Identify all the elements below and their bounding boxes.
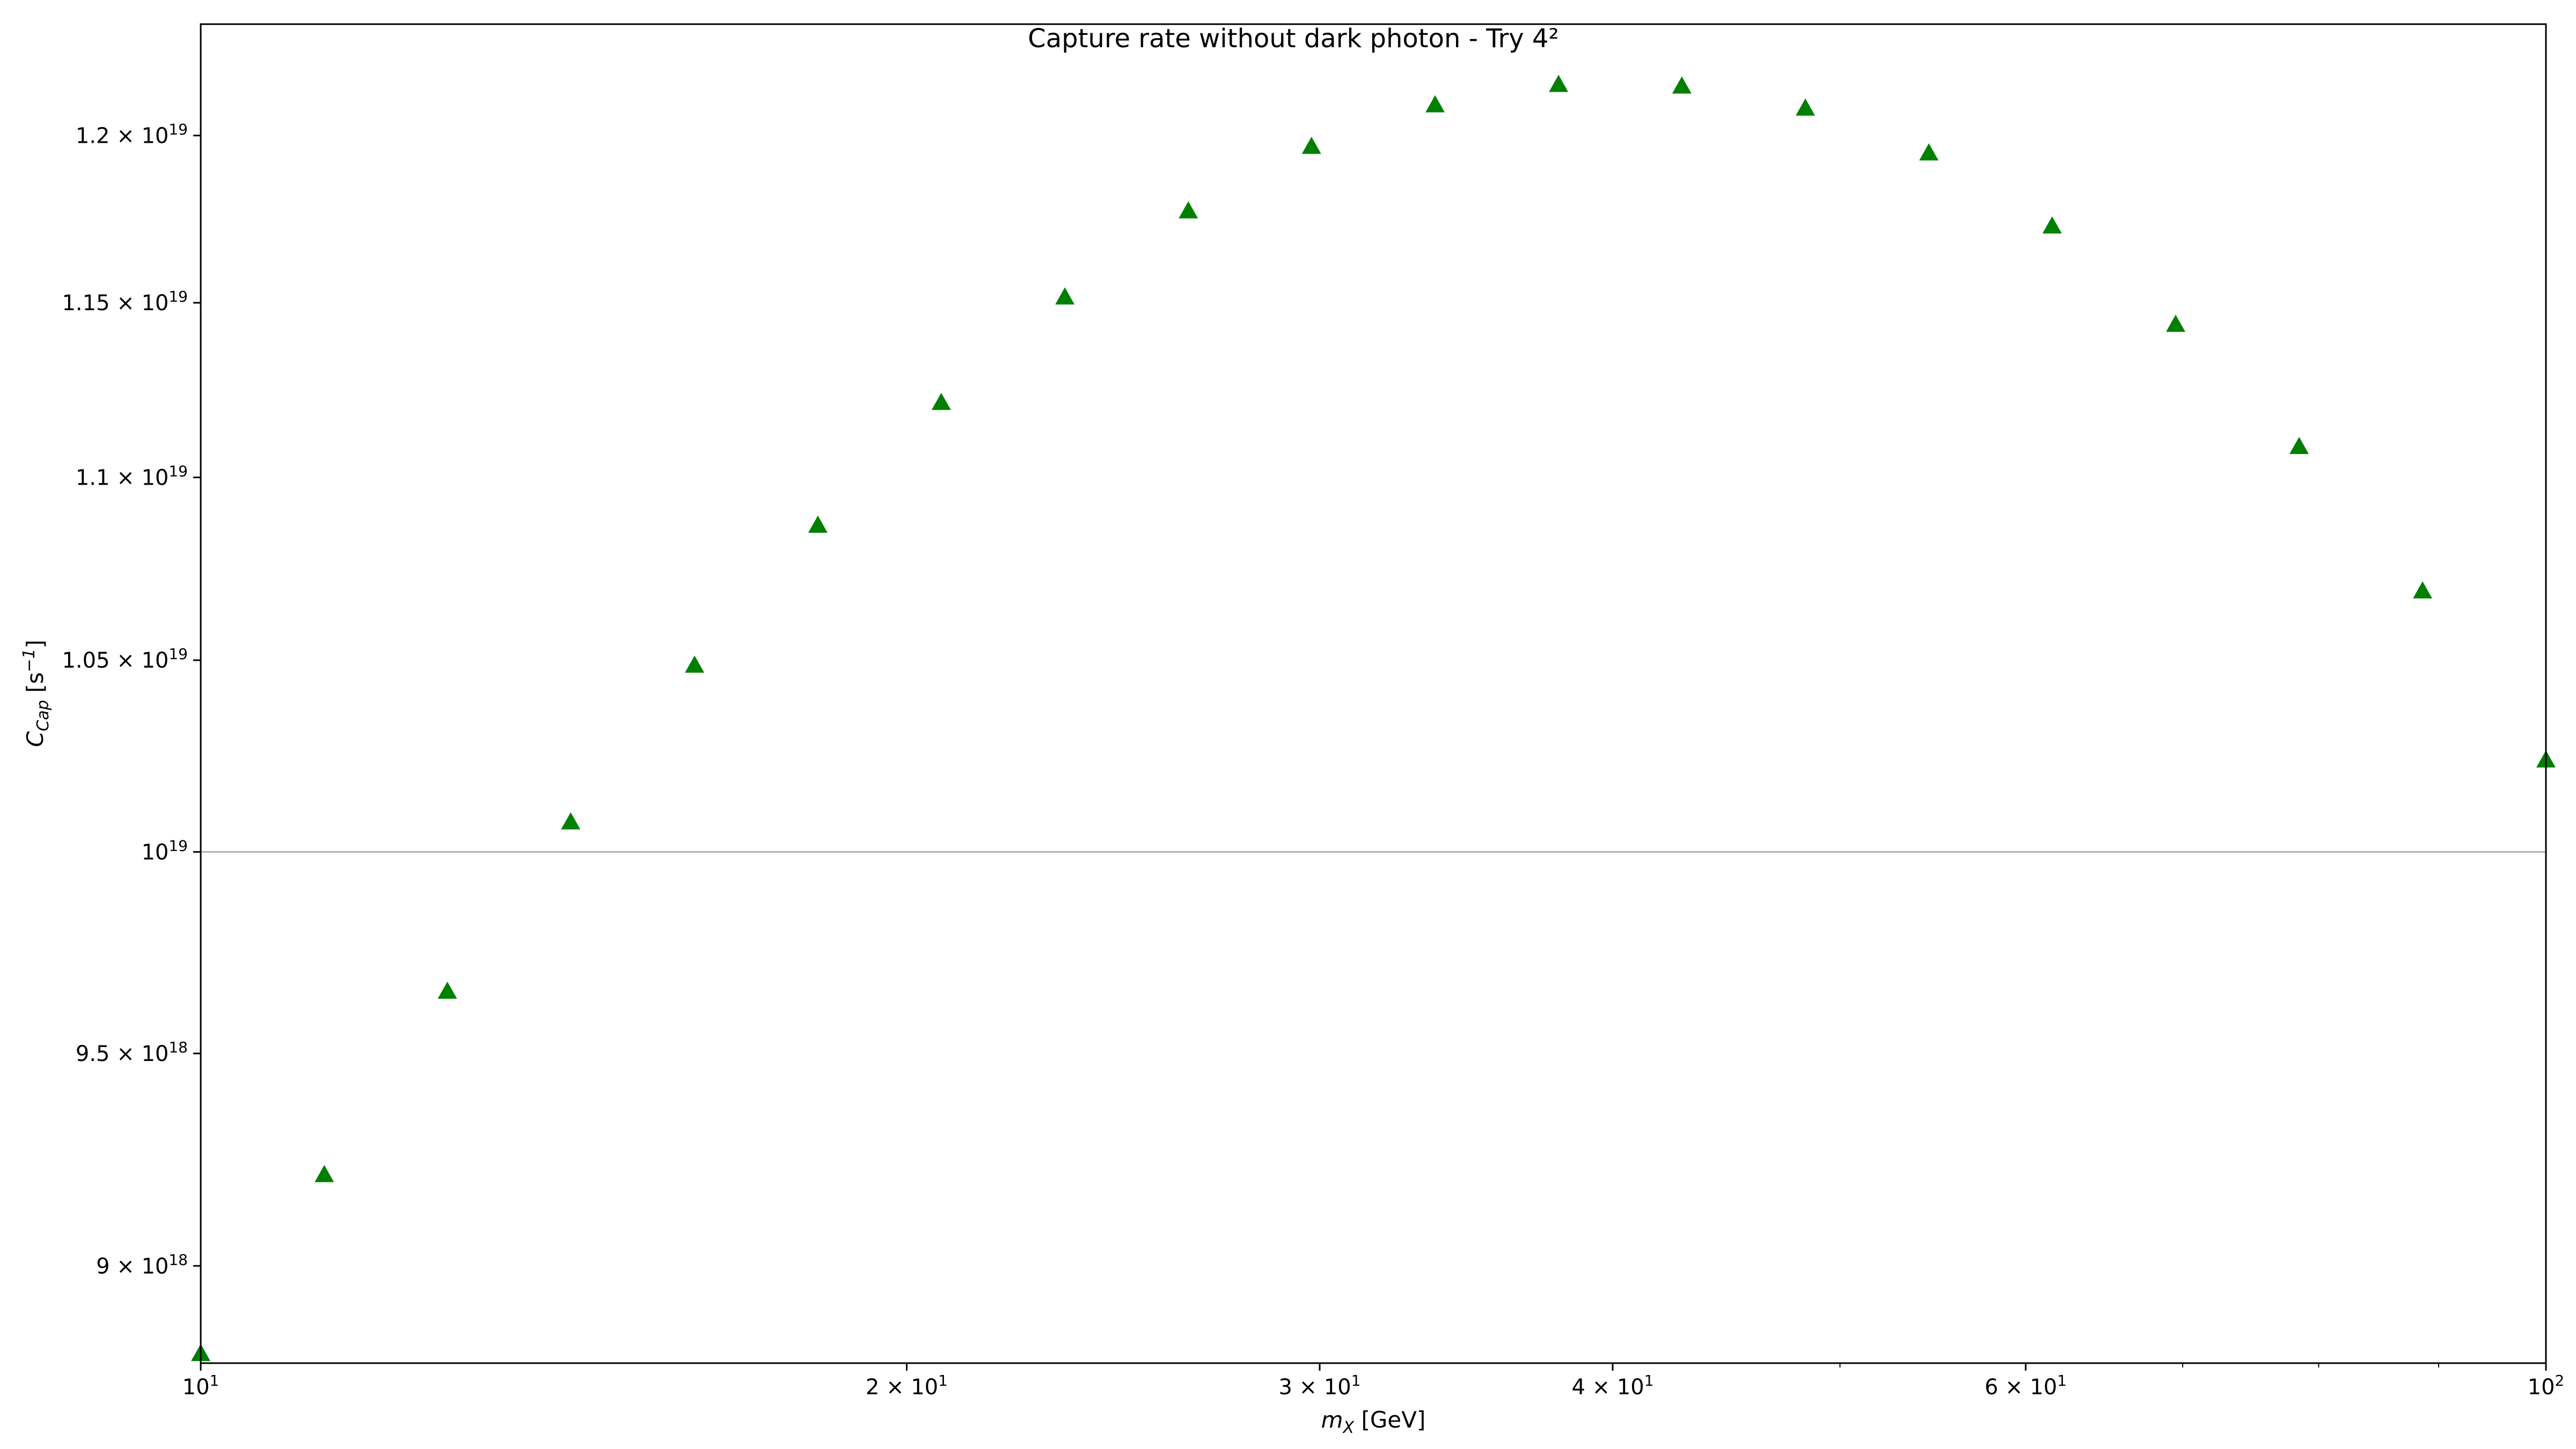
data-point-marker [931, 392, 951, 410]
data-point-marker [314, 1165, 334, 1182]
y-tick-label: 1.15 × 1019 [62, 288, 188, 316]
data-point-marker [2413, 581, 2433, 599]
data-point-marker [1919, 143, 1939, 160]
data-point-marker [2289, 437, 2309, 455]
data-point-marker [561, 812, 581, 830]
data-point-marker [2166, 314, 2186, 332]
data-point-marker [808, 515, 828, 533]
y-axis-label: CCap [s−1] [20, 640, 53, 747]
axis-ticks: 101 2 × 101 3 × 101 4 × 101 6 × 101 102 9 × 10… [62, 121, 2564, 1400]
data-point-marker [437, 982, 457, 999]
data-point-marker [1425, 95, 1445, 113]
x-axis-label: mX [GeV] [1321, 1407, 1426, 1437]
data-points [191, 75, 2556, 1362]
y-tick-label: 1019 [141, 837, 188, 865]
x-tick-label: 4 × 101 [1571, 1372, 1653, 1400]
chart-title: Capture rate without dark photon - Try 4… [1028, 24, 1558, 54]
data-point-marker [2042, 216, 2062, 234]
data-point-marker [1549, 75, 1569, 92]
data-point-marker [1301, 136, 1321, 154]
data-point-marker [1796, 98, 1816, 116]
x-tick-label: 2 × 101 [866, 1372, 948, 1400]
y-tick-label: 1.2 × 1019 [76, 121, 188, 149]
data-point-marker [1055, 287, 1075, 305]
x-tick-label: 3 × 101 [1278, 1372, 1360, 1400]
x-tick-label: 101 [182, 1372, 219, 1400]
plot-frame [200, 23, 2547, 1364]
y-tick-label: 1.05 × 1019 [62, 645, 188, 673]
y-tick-label: 1.1 × 1019 [76, 463, 188, 491]
y-tick-label: 9.5 × 1018 [76, 1038, 188, 1066]
x-tick-label: 102 [2528, 1372, 2565, 1400]
x-tick-label: 6 × 101 [1985, 1372, 2067, 1400]
data-point-marker [1672, 76, 1692, 94]
data-point-marker [1179, 201, 1198, 219]
data-point-marker [685, 655, 705, 673]
y-tick-label: 9 × 1018 [96, 1251, 188, 1279]
